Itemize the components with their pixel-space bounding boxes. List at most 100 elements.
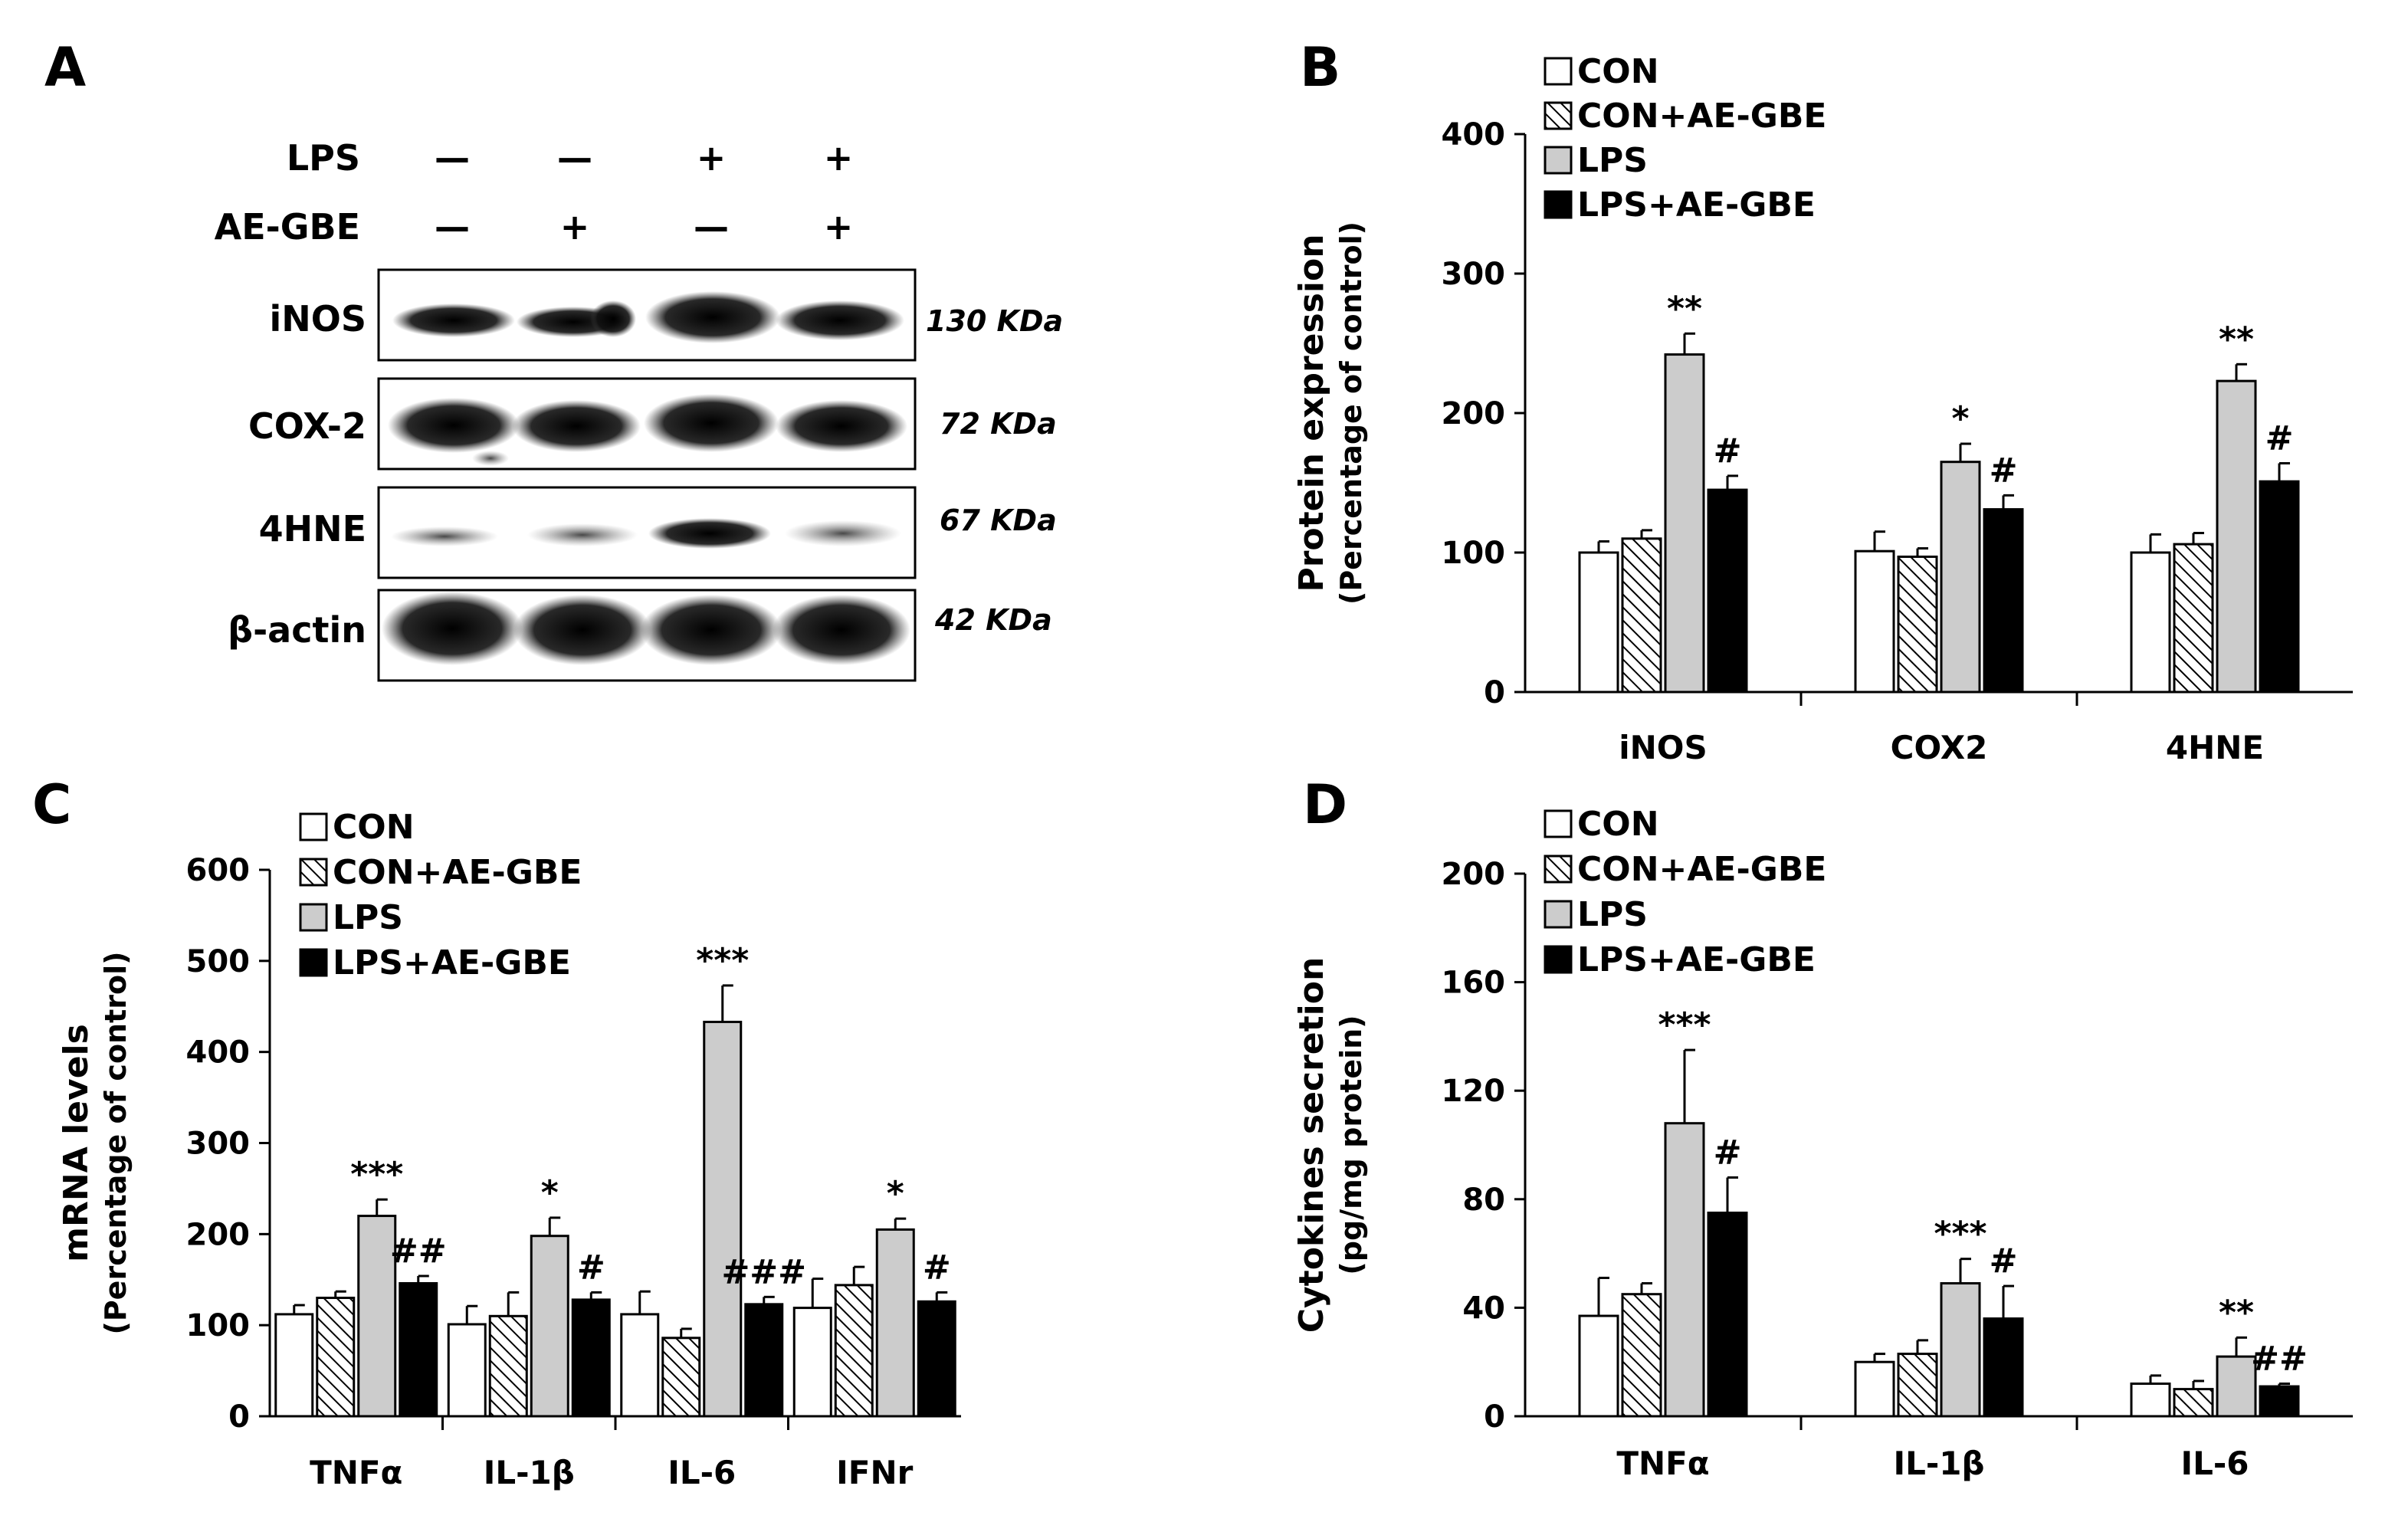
y-tick-label: 160	[1442, 966, 1506, 1001]
y-tick-label: 400	[1442, 117, 1506, 153]
significance-mark: **	[1667, 289, 1702, 328]
legend-swatch	[1544, 57, 1573, 86]
significance-mark: #	[577, 1248, 605, 1287]
significance-mark: #	[2265, 419, 2294, 458]
legend-label: CON+AE-GBE	[1577, 850, 1826, 889]
y-tick-label: 40	[1462, 1291, 1505, 1326]
significance-mark: ##	[2251, 1340, 2308, 1379]
significance-mark: #	[1990, 451, 2018, 490]
bar	[703, 1020, 743, 1418]
bar	[2259, 1385, 2300, 1418]
chart-panel-d: 0 40 80 120 160 200 Cytokines secretion (pg/mg …	[1292, 805, 2353, 1482]
legend-swatch	[1544, 190, 1573, 219]
y-tick-label: 200	[1442, 857, 1506, 892]
blot-label-4hne: 4HNE	[259, 508, 366, 549]
category-label: IFNr	[836, 1454, 913, 1491]
significance-mark: ***	[1658, 1005, 1711, 1045]
bar	[1578, 1314, 1619, 1418]
y-tick-label: 100	[1442, 536, 1506, 571]
y-axis-label: Cytokines secretion	[1292, 957, 1331, 1333]
bar	[2130, 1383, 2171, 1418]
bar	[1707, 1212, 1748, 1418]
treatment-lane-sign: —	[694, 206, 729, 248]
legend-label: LPS+AE-GBE	[1577, 940, 1816, 979]
significance-mark: ***	[1934, 1215, 1986, 1254]
category-label: TNFα	[1616, 1445, 1709, 1482]
legend-label: CON	[333, 808, 415, 847]
category-label: IL-1β	[484, 1454, 575, 1491]
treatment-row-ae-gbe: AE-GBE — + — +	[215, 206, 854, 248]
blot-beta-actin: β-actin 42 KDa	[228, 589, 1052, 682]
y-tick-label: 0	[1484, 675, 1505, 710]
panel-letter-d: D	[1303, 773, 1347, 836]
y-axis-sublabel: (Percentage of control)	[1334, 221, 1368, 605]
bar	[2259, 480, 2300, 694]
y-tick-label: 600	[186, 853, 251, 888]
panel-a: A LPS — — + + AE-GBE — + — + iNOS 130 KD…	[44, 36, 1063, 682]
legend-label: LPS+AE-GBE	[1577, 185, 1816, 225]
bar	[1621, 1293, 1662, 1418]
y-axis-sublabel: (Percentage of control)	[99, 951, 133, 1334]
legend-swatch	[299, 948, 328, 977]
bar	[2173, 1388, 2214, 1418]
blot-label-inos: iNOS	[270, 298, 367, 339]
panel-letter-c: C	[32, 773, 71, 836]
bar	[744, 1303, 784, 1418]
legend-label: CON+AE-GBE	[333, 853, 582, 892]
bar	[488, 1314, 528, 1418]
bar	[1707, 488, 1748, 694]
chart-panel-c: 0 100 200 300 400 500 600 mRNA levels (Percentag…	[57, 808, 961, 1491]
bar	[2130, 551, 2171, 694]
blot-label-beta-actin: β-actin	[228, 609, 366, 651]
bar	[357, 1215, 397, 1418]
legend-swatch	[1544, 854, 1573, 884]
bar	[2216, 379, 2257, 694]
y-tick-label: 0	[1484, 1399, 1505, 1435]
y-tick-label: 100	[186, 1308, 251, 1343]
bar	[274, 1313, 314, 1418]
y-tick-label: 200	[1442, 396, 1506, 431]
category-label: IL-6	[2180, 1445, 2249, 1482]
legend-swatch	[1544, 945, 1573, 974]
bar	[661, 1337, 701, 1418]
blot-mw-inos: 130 KDa	[926, 304, 1063, 338]
treatment-lane-sign: —	[435, 137, 470, 179]
bar	[620, 1313, 660, 1418]
bar	[316, 1297, 356, 1418]
significance-mark: ***	[350, 1155, 403, 1194]
treatment-lane-sign: +	[824, 137, 854, 179]
blot-cox2: COX-2 72 KDa	[248, 377, 1057, 471]
legend-label: LPS	[1577, 895, 1648, 934]
bar	[447, 1323, 487, 1418]
chart-panel-b: 0 100 200 300 400 Protein expression (Percenta…	[1292, 52, 2353, 766]
legend-label: CON	[1577, 805, 1659, 844]
bar	[530, 1235, 569, 1418]
treatment-lane-sign: +	[697, 137, 727, 179]
bar	[792, 1307, 832, 1418]
treatment-row-lps: LPS — — + +	[287, 137, 853, 179]
legend-swatch	[299, 858, 328, 887]
legend-label: LPS	[333, 898, 403, 937]
bar	[2216, 1355, 2257, 1418]
significance-mark: *	[541, 1173, 559, 1212]
y-tick-label: 300	[186, 1127, 251, 1162]
legend-swatch	[1544, 900, 1573, 929]
significance-mark: *	[1951, 399, 1969, 438]
bar	[571, 1298, 611, 1418]
bar	[1983, 508, 2024, 694]
y-tick-label: 200	[186, 1217, 251, 1252]
bar	[1940, 461, 1981, 694]
bar	[399, 1282, 438, 1418]
bar	[1621, 537, 1662, 694]
bar	[1854, 549, 1895, 694]
legend-swatch	[299, 812, 328, 841]
category-label: IL-1β	[1893, 1445, 1984, 1482]
blot-mw-4hne: 67 KDa	[940, 504, 1057, 537]
bar	[1983, 1317, 2024, 1418]
significance-mark: **	[2219, 320, 2254, 359]
bar	[1897, 555, 1938, 694]
y-axis-label: mRNA levels	[57, 1024, 96, 1262]
legend-label: LPS+AE-GBE	[333, 943, 571, 982]
legend-label: CON+AE-GBE	[1577, 97, 1826, 136]
